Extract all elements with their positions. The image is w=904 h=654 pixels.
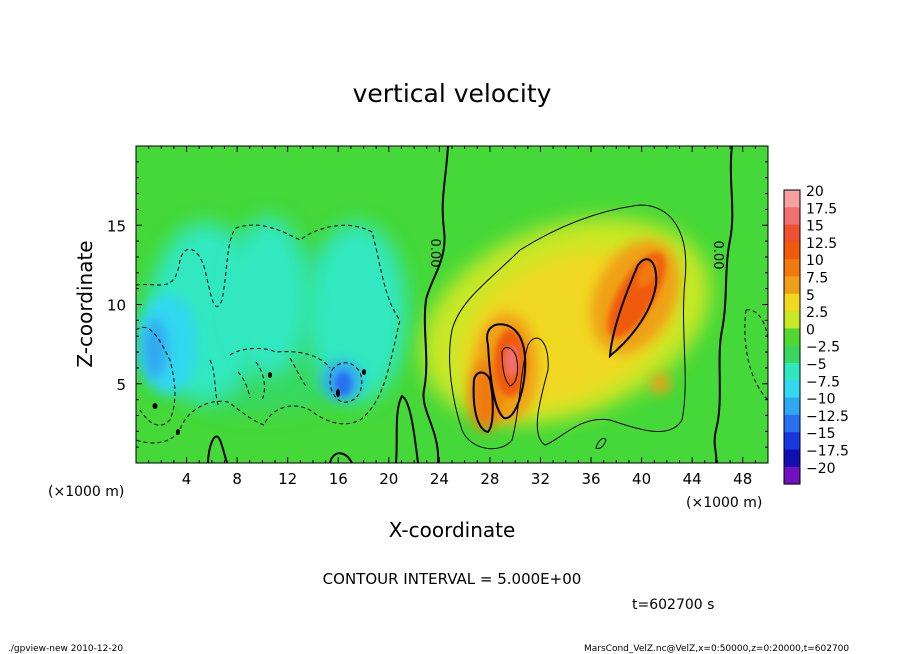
x-axis-label: X-coordinate bbox=[389, 518, 516, 542]
y-axis-label: Z-coordinate bbox=[73, 240, 97, 367]
negative-contour bbox=[237, 371, 251, 399]
negative-spot bbox=[152, 403, 158, 409]
negative-spot bbox=[268, 372, 272, 378]
colorbar-label: 7.5 bbox=[806, 271, 828, 287]
colorbar-swatch bbox=[784, 328, 800, 347]
field-positive-region bbox=[650, 373, 671, 394]
y-tick-label: 5 bbox=[116, 376, 126, 394]
colorbar-label: −5 bbox=[806, 357, 827, 373]
colorbar-label: 17.5 bbox=[806, 201, 837, 217]
colorbar-label: 12.5 bbox=[806, 236, 837, 252]
y-tick-label: 10 bbox=[107, 297, 126, 315]
colorbar-swatch bbox=[784, 207, 800, 225]
positive-contour bbox=[449, 204, 687, 450]
colorbar-swatch bbox=[784, 449, 800, 468]
positive-contour bbox=[486, 323, 527, 420]
x-tick-label: 20 bbox=[379, 470, 398, 488]
plot-area: 0.00 0.00 bbox=[136, 146, 768, 463]
x-tick-label: 28 bbox=[480, 470, 499, 488]
field-negative-region bbox=[228, 216, 309, 377]
colorbar-label: −10 bbox=[806, 392, 836, 408]
x-tick-label: 48 bbox=[733, 470, 752, 488]
colorbar-swatch bbox=[784, 363, 800, 381]
contour-label: 0.00 bbox=[710, 241, 725, 270]
colorbar-swatch bbox=[784, 432, 800, 450]
colorbar-swatch bbox=[784, 311, 800, 329]
colorbar-swatch bbox=[784, 414, 800, 433]
zero-contour bbox=[329, 452, 353, 463]
colorbar-label: −12.5 bbox=[806, 409, 849, 425]
negative-contour bbox=[229, 347, 331, 369]
x-tick-label: 36 bbox=[581, 470, 600, 488]
x-tick-label: 40 bbox=[632, 470, 651, 488]
colorbar-label: −15 bbox=[806, 426, 836, 442]
colorbar-swatch bbox=[784, 293, 800, 312]
negative-contour bbox=[329, 362, 363, 403]
colorbar-label: 5 bbox=[806, 288, 815, 304]
negative-contour bbox=[136, 327, 176, 426]
zero-contour bbox=[207, 435, 229, 463]
colorbar-swatch bbox=[784, 397, 800, 416]
negative-contour bbox=[255, 361, 265, 401]
contour-lines: 0.00 0.00 bbox=[136, 146, 768, 463]
colorbar-label: 20 bbox=[806, 184, 824, 200]
negative-spot bbox=[336, 389, 340, 397]
colorbar-swatch bbox=[784, 345, 800, 364]
colorbar-label: −7.5 bbox=[806, 374, 840, 390]
colorbar-swatch bbox=[784, 276, 800, 295]
negative-contour bbox=[744, 309, 768, 401]
contour-label: 0.00 bbox=[427, 239, 442, 268]
x-tick-label: 8 bbox=[232, 470, 242, 488]
colorbar-frame bbox=[783, 189, 801, 485]
field-positive-region bbox=[504, 345, 519, 378]
negative-contour bbox=[136, 224, 401, 444]
chart-title: vertical velocity bbox=[353, 79, 552, 108]
zero-contour bbox=[713, 146, 734, 463]
negative-spot bbox=[176, 429, 180, 435]
positive-contour bbox=[608, 258, 658, 359]
positive-contour bbox=[501, 347, 519, 387]
field-negative-region bbox=[142, 318, 167, 379]
colorbar-swatch bbox=[784, 380, 800, 398]
zero-contour bbox=[395, 394, 419, 463]
x-unit-left: (×1000 m) bbox=[48, 484, 124, 500]
negative-contour bbox=[745, 309, 768, 341]
x-tick-label: 24 bbox=[430, 470, 449, 488]
colorbar-label: 15 bbox=[806, 219, 824, 235]
colorbar-swatch bbox=[784, 259, 800, 277]
x-tick-label: 4 bbox=[182, 470, 192, 488]
x-tick-label: 32 bbox=[531, 470, 550, 488]
colorbar-swatch bbox=[784, 241, 800, 260]
x-tick-label: 16 bbox=[329, 470, 348, 488]
colorbar-swatch bbox=[784, 224, 800, 243]
footer-right: MarsCond_VelZ.nc@VelZ,x=0:50000,z=0:2000… bbox=[584, 644, 849, 654]
y-axis-ticks: 5 10 15 bbox=[107, 161, 768, 448]
colorbar-swatch bbox=[784, 190, 800, 208]
footer-left: ./gpview-new 2010-12-20 bbox=[8, 644, 123, 654]
x-unit-right: (×1000 m) bbox=[686, 495, 762, 511]
x-tick-label: 12 bbox=[278, 470, 297, 488]
y-tick-label: 15 bbox=[107, 217, 126, 235]
colorbar-label: −17.5 bbox=[806, 444, 849, 460]
zero-contour bbox=[422, 146, 449, 463]
field-negative-region bbox=[307, 222, 408, 403]
time-stamp: t=602700 s bbox=[632, 597, 714, 613]
contour-interval: CONTOUR INTERVAL = 5.000E+00 bbox=[323, 570, 582, 588]
negative-contour bbox=[209, 359, 219, 406]
x-axis-ticks: 4 8 12 16 20 24 28 32 36 40 44 48 bbox=[148, 146, 756, 488]
x-tick-label: 44 bbox=[683, 470, 702, 488]
negative-contour bbox=[289, 357, 307, 387]
positive-contour bbox=[595, 437, 607, 449]
positive-contour bbox=[472, 371, 494, 434]
negative-spot bbox=[362, 369, 366, 375]
colorbar-label: −2.5 bbox=[806, 340, 840, 356]
colorbar-label: 2.5 bbox=[806, 305, 828, 321]
colorbar-swatch bbox=[784, 466, 800, 485]
field-negative-region bbox=[335, 371, 352, 396]
colorbar-label: −20 bbox=[806, 461, 836, 477]
colorbar-label: 10 bbox=[806, 253, 824, 269]
colorbar-label: 0 bbox=[806, 322, 815, 338]
